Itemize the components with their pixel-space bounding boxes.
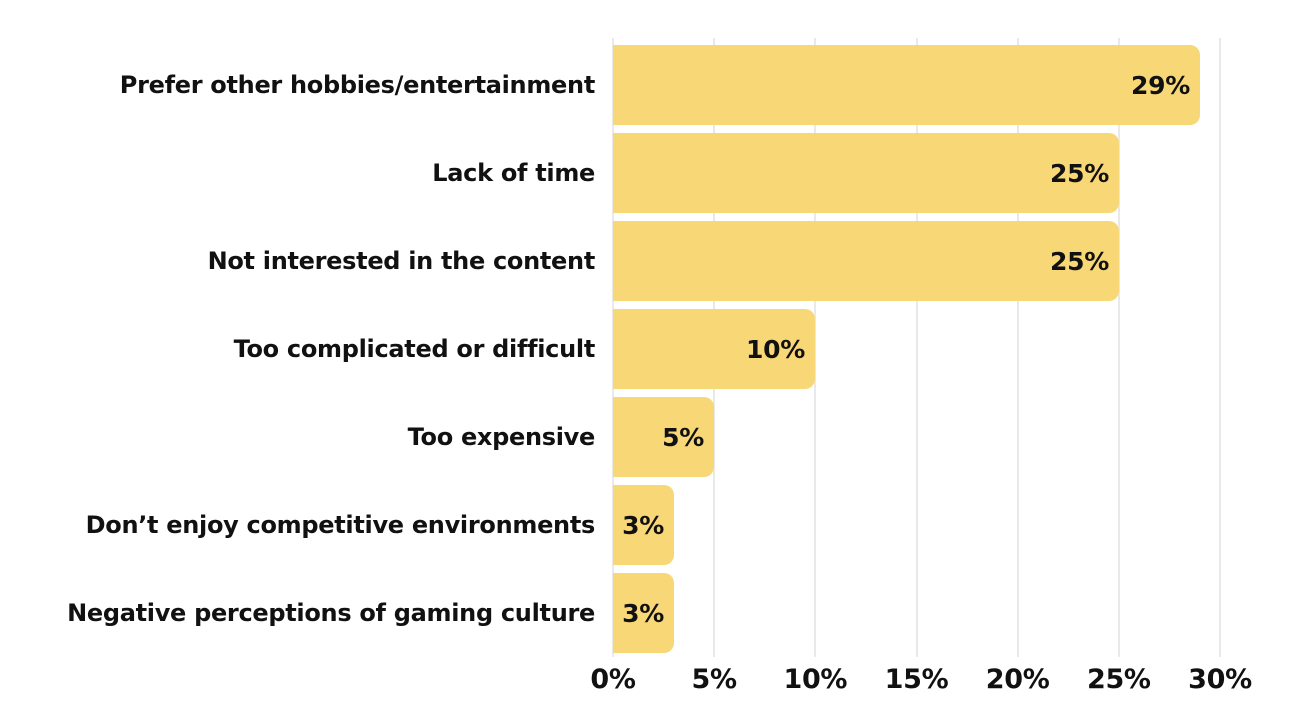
bar-value-label: 5% <box>662 422 704 452</box>
bar: 29% <box>613 45 1200 125</box>
gridline <box>1219 38 1221 657</box>
x-axis-tick-label: 15% <box>884 664 949 695</box>
gridline <box>1117 38 1120 657</box>
category-label: Lack of time <box>432 159 595 187</box>
gridline <box>1016 38 1019 657</box>
category-label: Prefer other hobbies/entertainment <box>119 71 596 99</box>
bar-value-label: 3% <box>622 510 664 540</box>
bar: 3% <box>613 485 674 565</box>
bar: 10% <box>613 309 815 389</box>
x-axis-tick-label: 20% <box>985 664 1050 695</box>
gridline <box>814 38 817 657</box>
category-label: Not interested in the content <box>207 247 596 275</box>
bar: 25% <box>613 221 1119 301</box>
bar: 3% <box>613 573 674 653</box>
bar-value-label: 10% <box>746 334 805 364</box>
category-label: Too expensive <box>407 423 596 451</box>
bar-value-label: 25% <box>1050 246 1109 276</box>
x-axis-tick-label: 5% <box>691 664 738 695</box>
bar: 25% <box>613 133 1119 213</box>
x-axis-tick-label: 25% <box>1086 664 1151 695</box>
category-label: Negative perceptions of gaming culture <box>67 599 595 627</box>
bar: 5% <box>613 397 714 477</box>
x-axis-tick-label: 0% <box>590 664 636 695</box>
category-label: Don’t enjoy competitive environments <box>85 511 596 539</box>
bar-value-label: 29% <box>1131 70 1190 100</box>
x-axis-tick-label: 30% <box>1188 664 1252 695</box>
bar-value-label: 3% <box>622 598 664 628</box>
gridline <box>915 38 918 657</box>
category-label: Too complicated or difficult <box>233 335 596 363</box>
x-axis-tick-label: 10% <box>783 664 848 695</box>
bar-value-label: 25% <box>1050 158 1109 188</box>
